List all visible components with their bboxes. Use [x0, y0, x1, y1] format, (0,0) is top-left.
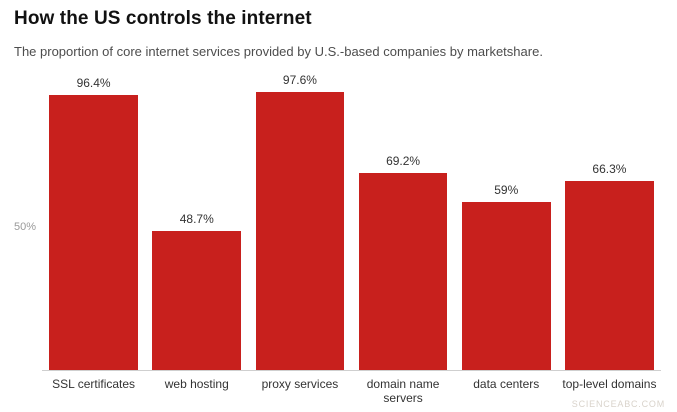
bar-column: 48.7% web hosting: [145, 85, 248, 391]
plot-area: 96.4% SSL certificates 48.7% web hosting 97.…: [42, 73, 661, 405]
bar-value-label: 96.4%: [76, 76, 111, 91]
category-label: SSL certificates: [52, 377, 136, 391]
category-label: domain name servers: [366, 377, 440, 406]
bar-chart: 50% 96.4% SSL certificates 48.7% web hostin…: [14, 73, 661, 405]
bar: 97.6%: [255, 73, 345, 370]
bar: 96.4%: [49, 76, 138, 370]
bar-column: 69.2% domain name servers: [352, 85, 455, 405]
bar-column: 97.6% proxy services: [248, 73, 351, 391]
watermark: SCIENCEABC.COM: [571, 399, 665, 409]
page-title: How the US controls the internet: [14, 8, 312, 29]
bar-value-label: 97.6%: [282, 72, 317, 87]
bar: 66.3%: [565, 162, 654, 370]
chart-subtitle: The proportion of core internet services…: [14, 44, 543, 59]
category-label: data centers: [473, 377, 540, 391]
bar-value-label: 69.2%: [386, 153, 421, 168]
category-label: web hosting: [164, 377, 229, 391]
bar-value-label: 48.7%: [179, 212, 214, 227]
bar: 69.2%: [358, 154, 448, 370]
bar-value-label: 66.3%: [592, 162, 627, 177]
bar-column: 66.3% top-level domains: [558, 85, 661, 391]
bar-column: 59% data centers: [455, 85, 558, 391]
bar-value-label: 59%: [494, 182, 519, 197]
category-label: top-level domains: [562, 377, 657, 391]
x-axis-line: [42, 370, 661, 371]
category-label: proxy services: [261, 377, 339, 391]
bar-column: 96.4% SSL certificates: [42, 76, 145, 391]
y-axis-tick-50: 50%: [13, 221, 36, 233]
bar: 48.7%: [152, 212, 242, 370]
bar: 59%: [461, 183, 551, 370]
